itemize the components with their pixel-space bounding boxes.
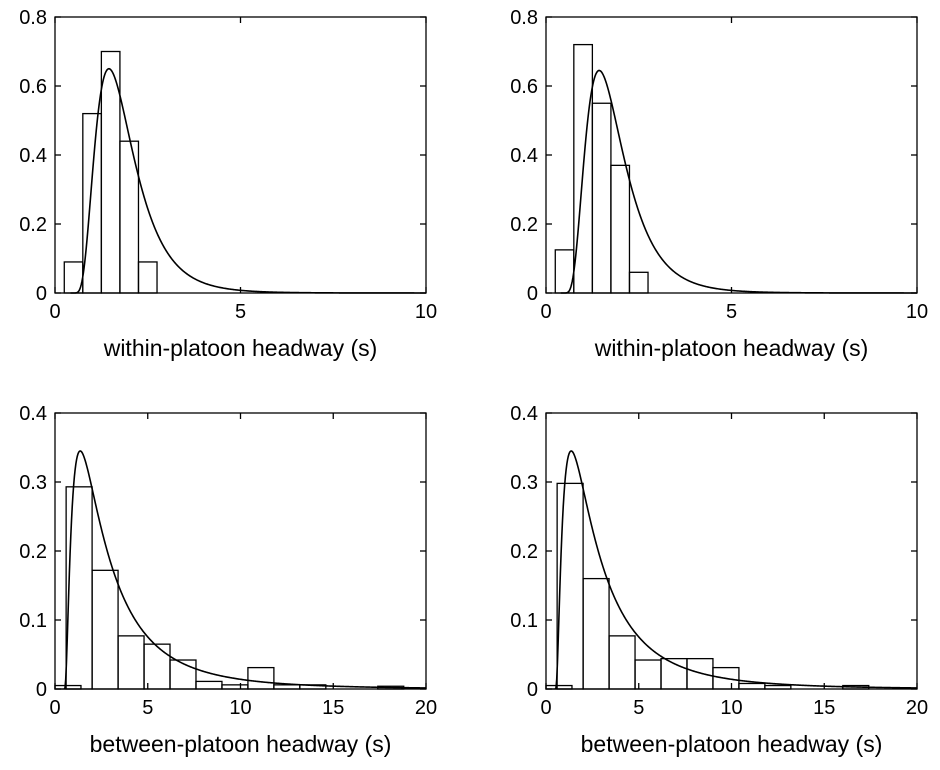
x-tick-label: 10: [720, 697, 742, 719]
y-tick-label: 0.4: [19, 145, 47, 167]
fitted-density-curve: [560, 69, 917, 294]
x-tick-label: 10: [906, 301, 928, 323]
x-axis-label: between-platoon headway (s): [90, 731, 392, 757]
histogram-bar: [628, 271, 649, 294]
y-tick-label: 0.1: [19, 610, 47, 632]
y-tick-label: 0: [527, 283, 538, 305]
axes-frame: [545, 412, 918, 690]
histogram-panel-3: 0 5 10 15 20 0 0.1 0.2 0.3 0.4 between-platoon hea…: [19, 403, 437, 757]
y-tick-label: 0: [36, 679, 47, 701]
fitted-density-curve: [63, 450, 427, 690]
histogram-bar: [91, 569, 119, 690]
y-tick-label: 0.4: [19, 403, 47, 425]
x-tick-label: 10: [415, 301, 437, 323]
y-tick-label: 0.1: [510, 610, 538, 632]
histogram-bar: [738, 682, 766, 690]
y-tick-label: 0.4: [510, 403, 538, 425]
y-tick-label: 0.6: [510, 76, 538, 98]
x-tick-label: 10: [229, 697, 251, 719]
histogram-bar: [117, 635, 145, 690]
histogram-bar: [65, 486, 93, 690]
histogram-bar: [195, 680, 223, 690]
histogram-panel-1: 0 5 10 0 0.2 0.4 0.6 0.8 within-platoon headway …: [19, 7, 437, 361]
axes-frame: [545, 16, 918, 294]
x-tick-label: 5: [235, 301, 246, 323]
x-tick-label: 0: [540, 301, 551, 323]
y-tick-label: 0.2: [510, 541, 538, 563]
x-tick-label: 20: [415, 697, 437, 719]
y-tick-label: 0.2: [510, 214, 538, 236]
histogram-bar: [608, 635, 636, 690]
x-tick-label: 0: [49, 301, 60, 323]
y-tick-label: 0.8: [19, 7, 47, 29]
y-tick-label: 0.2: [19, 214, 47, 236]
y-tick-label: 0: [527, 679, 538, 701]
x-tick-label: 5: [142, 697, 153, 719]
fitted-density-curve: [70, 67, 426, 294]
histogram-bar: [610, 164, 631, 294]
histogram-bar: [137, 261, 158, 294]
y-tick-label: 0: [36, 283, 47, 305]
axes-frame: [54, 412, 427, 690]
x-tick-label: 5: [726, 301, 737, 323]
histogram-bar: [82, 112, 103, 294]
axes-frame: [54, 16, 427, 294]
x-tick-label: 15: [322, 697, 344, 719]
y-tick-label: 0.6: [19, 76, 47, 98]
fitted-density-curve: [554, 450, 918, 690]
x-tick-label: 0: [49, 697, 60, 719]
x-tick-label: 20: [906, 697, 928, 719]
histogram-panel-4: 0 5 10 15 20 0 0.1 0.2 0.3 0.4 between-platoon hea…: [510, 403, 928, 757]
x-axis-label: within-platoon headway (s): [594, 335, 869, 361]
x-tick-label: 15: [813, 697, 835, 719]
y-tick-label: 0.4: [510, 145, 538, 167]
x-axis-label: between-platoon headway (s): [581, 731, 883, 757]
histogram-panel-2: 0 5 10 0 0.2 0.4 0.6 0.8 within-platoon headway …: [510, 7, 928, 361]
histogram-bar: [582, 577, 610, 690]
x-axis-label: within-platoon headway (s): [103, 335, 378, 361]
histogram-bar: [686, 657, 714, 690]
y-tick-label: 0.2: [19, 541, 47, 563]
histogram-bar: [556, 482, 584, 690]
y-tick-label: 0.8: [510, 7, 538, 29]
x-tick-label: 5: [633, 697, 644, 719]
histogram-bar: [591, 102, 612, 294]
histogram-bar: [247, 666, 275, 690]
y-tick-label: 0.3: [510, 472, 538, 494]
y-tick-label: 0.3: [19, 472, 47, 494]
histogram-bar: [143, 643, 171, 690]
x-tick-label: 0: [540, 697, 551, 719]
